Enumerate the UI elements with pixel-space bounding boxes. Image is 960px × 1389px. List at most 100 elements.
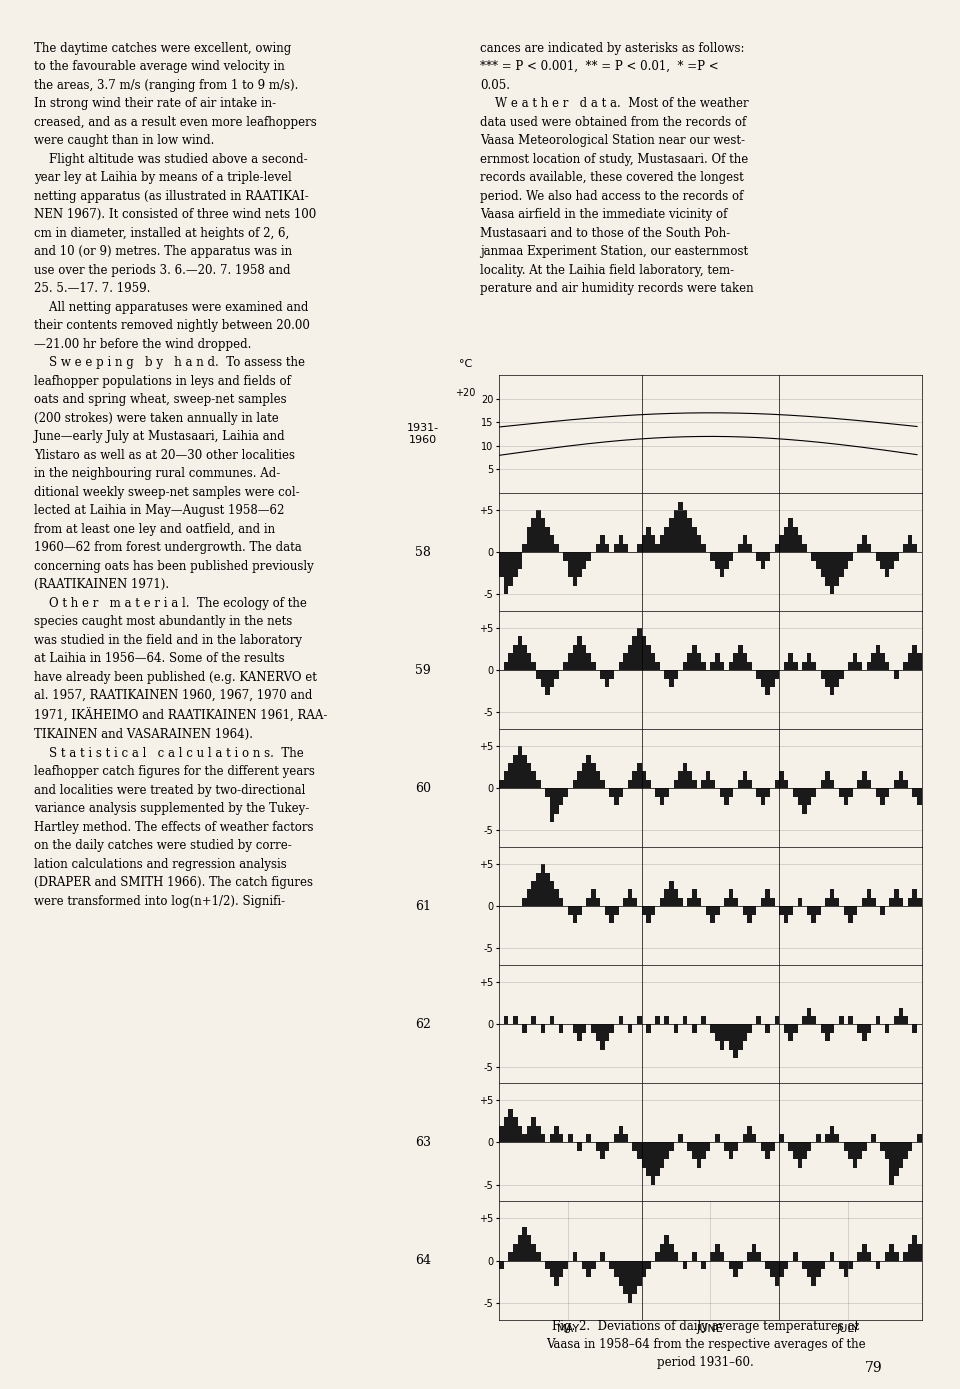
Bar (894, 1142, 899, 1176)
Bar (559, 1133, 564, 1142)
Bar (834, 1133, 839, 1142)
Bar (793, 1142, 798, 1160)
Bar (618, 1015, 623, 1025)
Text: The daytime catches were excellent, owing
to the favourable average wind velocit: The daytime catches were excellent, owin… (34, 42, 327, 907)
Bar (811, 1015, 816, 1025)
Bar (806, 653, 811, 669)
Bar (610, 788, 614, 797)
Bar (628, 779, 633, 788)
Bar (646, 907, 651, 924)
Bar (867, 889, 871, 907)
Bar (899, 771, 903, 788)
Bar (531, 661, 536, 669)
Bar (701, 779, 706, 788)
Text: 1931-
1960: 1931- 1960 (407, 424, 440, 444)
Bar (862, 897, 867, 907)
Text: 60: 60 (415, 782, 431, 795)
Bar (618, 788, 623, 797)
Bar (788, 1142, 793, 1151)
Bar (623, 897, 628, 907)
Bar (710, 553, 715, 561)
Bar (829, 669, 834, 696)
Bar (664, 1142, 669, 1160)
Bar (848, 1261, 852, 1270)
Bar (522, 754, 527, 788)
Bar (784, 661, 788, 669)
Bar (595, 1142, 600, 1151)
Bar (531, 518, 536, 553)
Bar (798, 1142, 803, 1168)
Bar (834, 553, 839, 586)
Bar (803, 543, 806, 553)
Bar (821, 553, 826, 578)
Bar (765, 1142, 770, 1160)
Bar (595, 1025, 600, 1042)
Bar (636, 543, 641, 553)
Bar (747, 1025, 752, 1033)
Bar (761, 897, 765, 907)
Bar (826, 897, 829, 907)
Bar (610, 1025, 614, 1033)
Bar (724, 788, 729, 806)
Bar (522, 1025, 527, 1033)
Bar (903, 1251, 908, 1261)
Bar (729, 1261, 733, 1270)
Bar (509, 763, 513, 788)
Bar (554, 889, 559, 907)
Bar (636, 628, 641, 669)
Bar (577, 636, 582, 669)
Bar (550, 1015, 554, 1025)
Bar (577, 1025, 582, 1042)
Bar (633, 771, 636, 788)
Bar (834, 897, 839, 907)
Bar (536, 872, 540, 907)
Bar (742, 653, 747, 669)
Bar (821, 669, 826, 679)
Bar (821, 1025, 826, 1033)
Bar (600, 535, 605, 553)
Bar (564, 661, 568, 669)
Bar (517, 1235, 522, 1261)
Bar (701, 1142, 706, 1160)
Bar (697, 1142, 701, 1168)
Bar (867, 1025, 871, 1033)
Bar (826, 771, 829, 788)
Bar (664, 526, 669, 553)
Bar (513, 1243, 517, 1261)
Bar (816, 553, 821, 569)
Bar (595, 543, 600, 553)
Text: 64: 64 (415, 1254, 431, 1267)
Bar (867, 543, 871, 553)
Bar (614, 788, 618, 806)
Bar (839, 788, 844, 797)
Bar (587, 1261, 591, 1278)
Bar (591, 763, 595, 788)
Bar (880, 1142, 885, 1151)
Bar (715, 1133, 720, 1142)
Text: 63: 63 (415, 1136, 431, 1149)
Text: 61: 61 (415, 900, 431, 913)
Bar (674, 510, 679, 553)
Bar (803, 1261, 806, 1270)
Bar (912, 889, 917, 907)
Bar (701, 1015, 706, 1025)
Bar (656, 788, 660, 797)
Bar (595, 771, 600, 788)
Bar (595, 897, 600, 907)
Bar (885, 661, 890, 669)
Bar (816, 907, 821, 915)
Bar (784, 526, 788, 553)
Bar (628, 889, 633, 907)
Bar (780, 1133, 784, 1142)
Bar (761, 669, 765, 688)
Bar (641, 1261, 646, 1278)
Bar (844, 907, 848, 915)
Bar (733, 1025, 738, 1058)
Bar (862, 1025, 867, 1042)
Bar (636, 1015, 641, 1025)
Bar (651, 1142, 656, 1185)
Bar (848, 661, 852, 669)
Bar (848, 1015, 852, 1025)
Bar (844, 788, 848, 806)
Bar (633, 636, 636, 669)
